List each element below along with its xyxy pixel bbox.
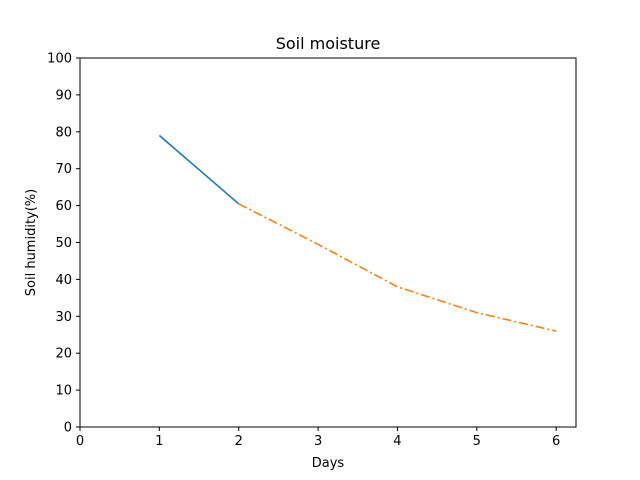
plot-area	[158, 134, 557, 332]
series-line-1	[158, 134, 240, 205]
y-tick-label: 30	[55, 310, 72, 325]
x-tick-label: 0	[76, 434, 84, 449]
y-tick-label: 50	[55, 236, 72, 251]
x-tick-label: 2	[235, 434, 243, 449]
x-tick-label: 3	[314, 434, 322, 449]
y-tick-label: 80	[55, 125, 72, 140]
series-line-2	[238, 203, 557, 332]
y-tick-label: 100	[47, 52, 72, 67]
chart-title: Soil moisture	[276, 34, 381, 53]
x-axis-label: Days	[312, 456, 345, 471]
y-axis-label: Soil humidity(%)	[24, 189, 39, 296]
x-tick-label: 4	[393, 434, 401, 449]
y-tick-label: 90	[55, 88, 72, 103]
y-tick-label: 20	[55, 347, 72, 362]
y-tick-label: 10	[55, 384, 72, 399]
x-tick-label: 1	[155, 434, 163, 449]
x-tick-label: 5	[473, 434, 481, 449]
y-tick-label: 70	[55, 162, 72, 177]
plot-frame	[79, 57, 577, 428]
x-tick-label: 6	[552, 434, 560, 449]
y-tick-label: 60	[55, 199, 72, 214]
y-tick-label: 40	[55, 273, 72, 288]
y-tick-label: 0	[64, 421, 72, 436]
